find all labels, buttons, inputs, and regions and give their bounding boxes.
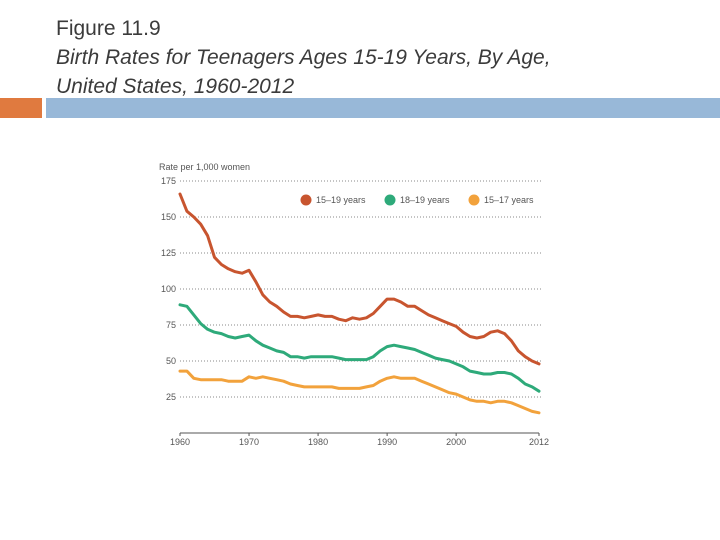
y-tick-label: 75 bbox=[166, 320, 176, 330]
y-tick-label: 175 bbox=[161, 176, 176, 186]
y-tick-labels: 25 50 75 100 125 150 175 bbox=[161, 176, 176, 402]
legend-label-2: 18–19 years bbox=[400, 195, 450, 205]
birth-rate-line-chart: Rate per 1,000 women 255075100125150175 … bbox=[159, 162, 549, 447]
legend-swatch-2 bbox=[384, 194, 396, 206]
slide-title: Figure 11.9 Birth Rates for Teenagers Ag… bbox=[56, 14, 696, 101]
x-tick-label: 2000 bbox=[446, 437, 466, 447]
y-axis-label: Rate per 1,000 women bbox=[159, 162, 250, 172]
x-tick-label: 1960 bbox=[170, 437, 190, 447]
y-tick-label: 125 bbox=[161, 248, 176, 258]
accent-bar-orange bbox=[0, 98, 42, 118]
figure-label: Figure 11.9 bbox=[56, 17, 161, 40]
figure-subtitle-line-2: United States, 1960-2012 bbox=[56, 75, 295, 98]
series-line-2 bbox=[178, 303, 541, 393]
y-tick-label: 150 bbox=[161, 212, 176, 222]
x-axis: 1960 1970 1980 1990 2000 2012 bbox=[170, 432, 549, 447]
series-line-1 bbox=[178, 192, 541, 366]
legend: 15–19 years 18–19 years 15–17 years bbox=[300, 194, 534, 206]
y-tick-label: 100 bbox=[161, 284, 176, 294]
x-tick-label: 2012 bbox=[529, 437, 549, 447]
legend-label-1: 15–19 years bbox=[316, 195, 366, 205]
y-tick-label: 25 bbox=[166, 392, 176, 402]
x-tick-label: 1990 bbox=[377, 437, 397, 447]
y-tick-label: 50 bbox=[166, 356, 176, 366]
x-tick-label: 1980 bbox=[308, 437, 328, 447]
x-tick-label: 1970 bbox=[239, 437, 259, 447]
accent-bar-blue bbox=[46, 98, 720, 118]
gridlines bbox=[180, 180, 543, 398]
series-line-3 bbox=[178, 369, 541, 415]
legend-label-3: 15–17 years bbox=[484, 195, 534, 205]
legend-swatch-1 bbox=[300, 194, 312, 206]
series-lines bbox=[178, 192, 541, 415]
legend-swatch-3 bbox=[468, 194, 480, 206]
figure-subtitle-line-1: Birth Rates for Teenagers Ages 15-19 Yea… bbox=[56, 46, 551, 69]
